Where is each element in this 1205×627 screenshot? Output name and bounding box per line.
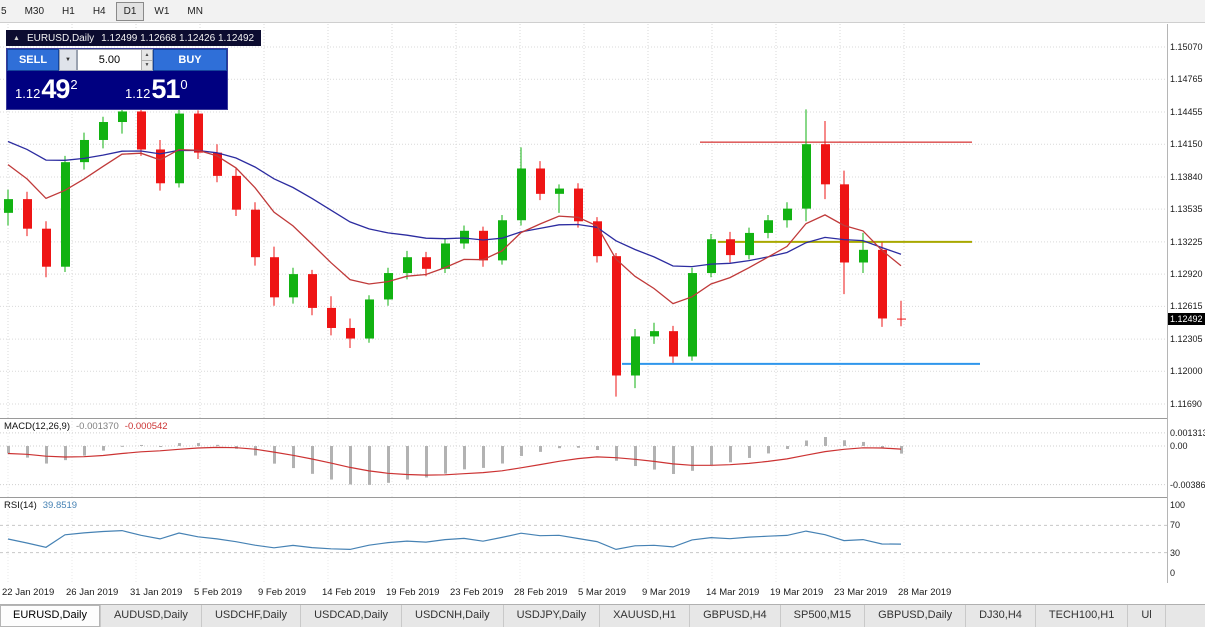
date-label: 23 Feb 2019: [450, 587, 504, 598]
price-tick: 1.13535: [1170, 204, 1203, 215]
chart-tab-xauusd-h1[interactable]: XAUUSD,H1: [600, 605, 691, 627]
macd-name: MACD(12,26,9): [4, 421, 70, 432]
price-tick: 1.12920: [1170, 269, 1203, 280]
rsi-name: RSI(14): [4, 500, 37, 511]
chart-symbol-label: EURUSD,Daily: [26, 32, 95, 44]
main-price-chart[interactable]: [0, 24, 1167, 418]
rsi-scale-tick: 70: [1170, 520, 1181, 531]
macd-value-signal: -0.000542: [124, 421, 168, 432]
price-tick: 1.12305: [1170, 334, 1203, 345]
chart-tab-eurusd-daily[interactable]: EURUSD,Daily: [0, 605, 101, 627]
buy-price-sup: 0: [180, 77, 188, 92]
date-label: 14 Feb 2019: [322, 587, 376, 598]
chart-tab-sp500-m15[interactable]: SP500,M15: [781, 605, 866, 627]
price-tick: 1.12615: [1170, 301, 1203, 312]
buy-price-prefix: 1.12: [125, 86, 151, 101]
volume-input[interactable]: [78, 50, 141, 70]
rsi-value: 39.8519: [42, 500, 78, 511]
current-price-badge: 1.12492: [1168, 313, 1205, 326]
timeframe-button-w1[interactable]: W1: [154, 5, 170, 17]
rsi-scale-tick: 0: [1170, 568, 1176, 578]
collapse-icon[interactable]: ▲: [13, 34, 20, 42]
date-label: 19 Mar 2019: [770, 587, 824, 598]
chart-tab-ul[interactable]: Ul: [1128, 605, 1166, 627]
macd-indicator-label: MACD(12,26,9) -0.001370 -0.000542: [4, 421, 168, 432]
buy-button[interactable]: BUY: [153, 49, 227, 71]
price-tick: 1.14765: [1170, 74, 1203, 85]
chart-tab-usdjpy-daily[interactable]: USDJPY,Daily: [504, 605, 601, 627]
price-scale[interactable]: 1.15070 1.14765 1.14455 1.14150 1.13840 1.135…: [1167, 24, 1205, 583]
price-tick: 1.11690: [1170, 399, 1202, 410]
rsi-indicator-chart[interactable]: [0, 497, 1167, 583]
volume-field-wrap: ▲ ▼: [77, 49, 153, 71]
chart-region: 1.15070 1.14765 1.14455 1.14150 1.13840 1.135…: [0, 24, 1205, 604]
buy-price[interactable]: 1.12 51 0: [117, 71, 227, 109]
volume-up-icon[interactable]: ▲: [140, 50, 152, 60]
timeframe-button-h4[interactable]: H4: [92, 5, 106, 17]
date-label: 9 Mar 2019: [642, 587, 691, 598]
sell-price-big: 49: [41, 74, 70, 104]
date-label: 5 Feb 2019: [194, 587, 243, 598]
one-click-trading-panel: SELL ▼ ▲ ▼ BUY 1.12 49 2 1.1: [6, 48, 228, 110]
macd-scale-tick: 0.00: [1170, 441, 1188, 451]
price-tick: 1.14455: [1170, 106, 1203, 117]
macd-value-main: -0.001370: [76, 421, 119, 432]
date-label: 19 Feb 2019: [386, 587, 440, 598]
timeframe-button-m30[interactable]: M30: [24, 5, 45, 17]
chart-tab-usdcnh-daily[interactable]: USDCNH,Daily: [402, 605, 504, 627]
timeframe-button-5[interactable]: 5: [1, 5, 7, 17]
price-tick: 1.14150: [1170, 139, 1203, 150]
date-label: 23 Mar 2019: [834, 587, 888, 598]
rsi-scale-tick: 100: [1170, 500, 1186, 510]
chart-tab-gbpusd-h4[interactable]: GBPUSD,H4: [690, 605, 781, 627]
volume-spinner: ▲ ▼: [140, 50, 152, 70]
timeframe-button-d1[interactable]: D1: [115, 1, 145, 21]
rsi-indicator-label: RSI(14) 39.8519: [4, 500, 77, 511]
panel-separator[interactable]: [0, 418, 1205, 419]
panel-separator[interactable]: [0, 497, 1205, 498]
date-label: 9 Feb 2019: [258, 587, 307, 598]
price-tick: 1.15070: [1170, 42, 1203, 53]
chart-tabs-bar: EURUSD,Daily AUDUSD,Daily USDCHF,Daily USDC…: [0, 604, 1205, 627]
chart-tab-audusd-daily[interactable]: AUDUSD,Daily: [101, 605, 202, 627]
timeframe-button-h1[interactable]: H1: [62, 5, 75, 17]
sell-price-prefix: 1.12: [15, 86, 41, 101]
price-tick: 1.12000: [1170, 366, 1203, 377]
timeframe-button-mn[interactable]: MN: [187, 5, 203, 17]
date-label: 22 Jan 2019: [2, 587, 55, 598]
timeframe-toolbar: 5 M30 H1 H4 D1 W1 MN: [0, 0, 1205, 23]
sell-button[interactable]: SELL: [7, 49, 59, 71]
date-label: 5 Mar 2019: [578, 587, 627, 598]
sell-price-sup: 2: [70, 77, 78, 92]
chart-tab-usdchf-daily[interactable]: USDCHF,Daily: [202, 605, 302, 627]
chart-tab-gbpusd-daily[interactable]: GBPUSD,Daily: [865, 605, 967, 627]
macd-scale-tick: 0.001313: [1170, 427, 1205, 438]
chart-tab-tech100-h1[interactable]: TECH100,H1: [1036, 605, 1129, 627]
rsi-scale-tick: 30: [1170, 547, 1181, 558]
price-tick: 1.13225: [1170, 236, 1203, 247]
buy-price-big: 51: [151, 74, 180, 104]
chart-tab-dj30-h4[interactable]: DJ30,H4: [966, 605, 1036, 627]
chart-tab-usdcad-daily[interactable]: USDCAD,Daily: [301, 605, 403, 627]
chart-title-bar: ▲ EURUSD,Daily 1.12499 1.12668 1.12426 1…: [6, 30, 262, 46]
macd-indicator-chart[interactable]: [0, 418, 1167, 497]
volume-dropdown-icon[interactable]: ▼: [59, 49, 77, 71]
chart-ohlc-values: 1.12499 1.12668 1.12426 1.12492: [101, 32, 255, 44]
price-tick: 1.13840: [1170, 171, 1203, 182]
date-label: 14 Mar 2019: [706, 587, 760, 598]
date-label: 31 Jan 2019: [130, 587, 183, 598]
sell-price[interactable]: 1.12 49 2: [7, 71, 117, 109]
date-label: 28 Feb 2019: [514, 587, 568, 598]
volume-down-icon[interactable]: ▼: [140, 59, 152, 70]
macd-scale-tick: -0.00386: [1170, 479, 1205, 490]
date-axis[interactable]: 22 Jan 2019 26 Jan 2019 31 Jan 2019 5 Feb 2…: [0, 583, 1205, 604]
date-label: 28 Mar 2019: [898, 587, 952, 598]
date-label: 26 Jan 2019: [66, 587, 119, 598]
